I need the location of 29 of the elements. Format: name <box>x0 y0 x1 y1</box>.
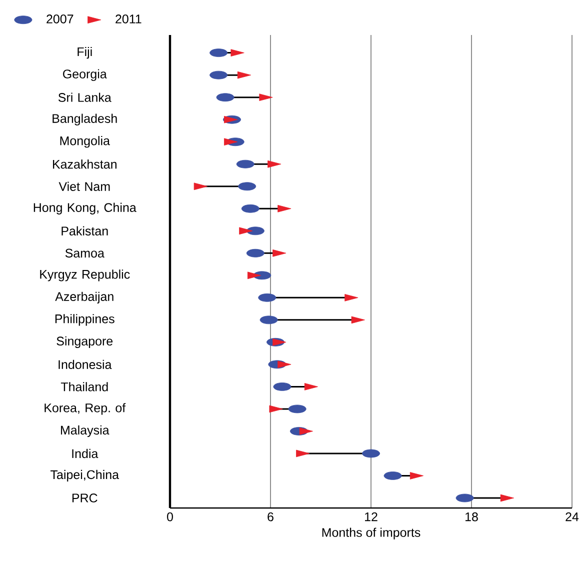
y-tick-label: India <box>72 448 98 458</box>
y-tick-label: Hong Kong, China <box>34 202 136 214</box>
y-tick-label: Thailand <box>60 382 108 392</box>
y-tick-label: Korea, Rep. of <box>44 403 126 415</box>
x-tick-label: 24 <box>566 512 579 522</box>
x-tick-label: 18 <box>466 512 478 522</box>
y-tick-label: Pakistan <box>62 226 108 236</box>
y-tick-label: Bangladesh <box>52 114 117 126</box>
y-tick-label: Georgia <box>63 69 107 81</box>
y-tick-label: Indonesia <box>58 360 112 370</box>
x-axis-title: Months of imports <box>322 528 420 540</box>
y-tick-label: Philippines <box>55 314 114 326</box>
y-tick-label: Kyrgyz Republic <box>40 270 130 282</box>
legend-label: 2011 <box>116 14 142 24</box>
y-tick-label: Samoa <box>65 248 104 258</box>
y-tick-label: Fiji <box>78 46 92 59</box>
y-tick-label: Mongolia <box>60 136 110 148</box>
x-tick-label: 0 <box>167 512 173 522</box>
y-tick-label: Malaysia <box>61 425 110 438</box>
y-tick-label: Kazakhstan <box>53 160 116 169</box>
y-tick-label: Sri Lanka <box>58 92 112 102</box>
y-tick-label: Viet Nam <box>58 182 110 191</box>
y-tick-label: Taipei,China <box>50 470 120 482</box>
x-tick-label: 6 <box>268 512 274 522</box>
y-tick-label: PRC <box>72 494 98 502</box>
y-tick-label: Singapore <box>56 336 113 348</box>
y-tick-label: Azerbaijan <box>55 292 114 304</box>
x-tick-label: 12 <box>365 512 378 522</box>
legend-label: 2007 <box>46 14 74 24</box>
